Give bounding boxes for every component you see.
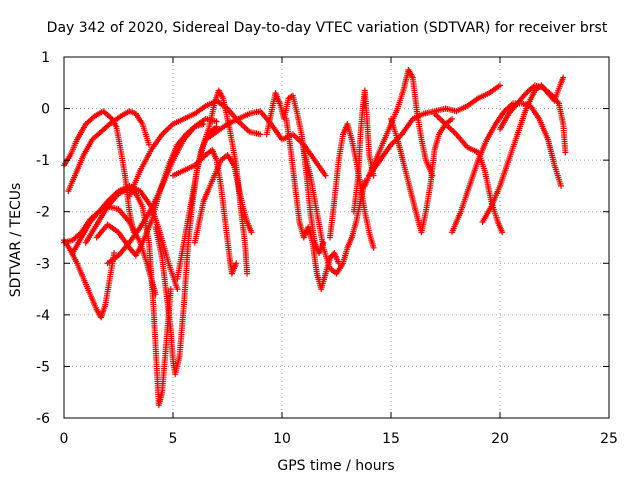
data-point-markers [449,100,564,236]
data-point-markers [82,185,174,409]
y-tick-label: -4 [36,308,50,324]
x-axis-title: GPS time / hours [277,458,394,474]
data-series-arc-26 [497,82,569,156]
y-axis-title: SDTVAR / TECUs [8,183,24,298]
y-tick-label: -6 [36,411,50,427]
data-point-markers [104,115,220,267]
x-tick-label: 25 [600,431,618,447]
data-series-arc-17 [300,146,368,277]
plot-frame [63,56,610,419]
data-series-arc-6 [82,185,174,409]
data-point-markers [366,82,503,179]
data-series-arc-24 [449,100,564,236]
data-series-arc-8 [104,115,220,267]
data-series-arc-20 [361,66,436,189]
data-point-markers [300,146,368,277]
data-series-arc-19 [350,87,377,215]
data-point-markers [361,66,436,189]
y-tick-label: 1 [41,50,50,66]
x-tick-label: 10 [273,431,291,447]
data-point-markers [170,146,240,277]
data-point-markers [126,97,264,200]
data-point-markers [497,82,569,156]
data-point-markers [350,87,377,215]
data-series-arc-3 [61,237,118,321]
x-tick-label: 20 [491,431,509,447]
x-tick-label: 0 [60,431,69,447]
chart-title: Day 342 of 2020, Sidereal Day-to-day VTE… [47,20,608,36]
data-point-markers [65,108,152,195]
data-point-markers [388,115,455,236]
data-series-arc-13 [191,152,255,246]
x-tick-label: 15 [382,431,400,447]
y-tick-label: -1 [36,153,50,169]
data-series-arc-2 [65,108,152,195]
data-series-arc-22 [388,115,455,236]
data-series-arc-21 [366,82,503,179]
y-tick-label: -5 [36,359,50,375]
x-tick-label: 5 [169,431,178,447]
data-series-arc-9 [126,97,264,200]
y-tick-label: 0 [41,102,50,118]
data-point-markers [191,152,255,246]
data-point-markers [61,237,118,321]
data-series-arc-10 [152,123,220,378]
data-series-arc-11 [170,146,240,277]
y-tick-label: -3 [36,256,50,272]
data-point-markers [152,123,220,378]
y-tick-label: -2 [36,205,50,221]
data-marks [61,66,569,409]
